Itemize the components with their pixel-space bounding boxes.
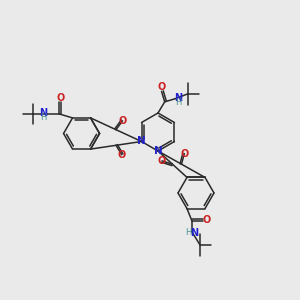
- Text: O: O: [118, 116, 127, 126]
- Text: N: N: [154, 146, 162, 156]
- Text: O: O: [118, 150, 126, 160]
- Text: N: N: [137, 136, 146, 146]
- Text: O: O: [180, 148, 188, 159]
- Text: N: N: [39, 108, 47, 118]
- Text: O: O: [158, 156, 166, 166]
- Text: H: H: [40, 113, 46, 122]
- Text: O: O: [203, 215, 211, 225]
- Text: H: H: [175, 98, 181, 107]
- Text: O: O: [158, 82, 166, 92]
- Text: N: N: [190, 228, 198, 238]
- Text: H: H: [184, 228, 191, 237]
- Text: N: N: [174, 93, 182, 103]
- Text: O: O: [56, 93, 64, 103]
